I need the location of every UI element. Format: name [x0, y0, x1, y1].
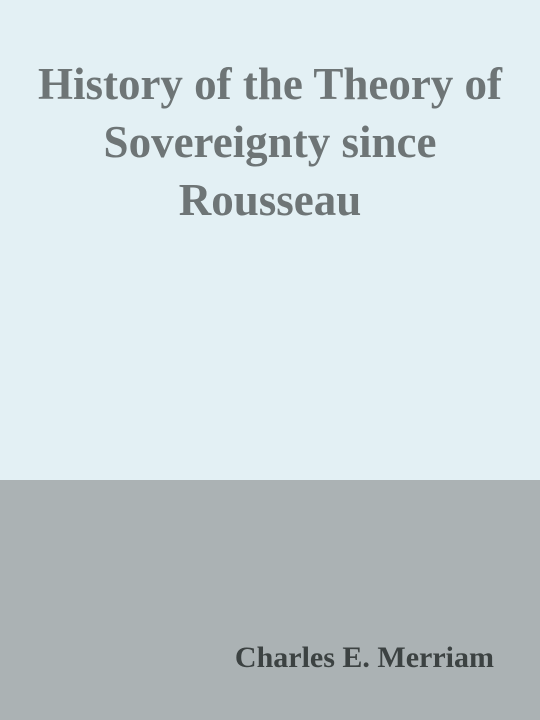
book-author: Charles E. Merriam [234, 641, 494, 674]
book-title: History of the Theory of Sovereignty sin… [37, 59, 503, 225]
title-panel: History of the Theory of Sovereignty sin… [37, 59, 503, 225]
author-panel: Charles E. Merriam [0, 480, 540, 720]
